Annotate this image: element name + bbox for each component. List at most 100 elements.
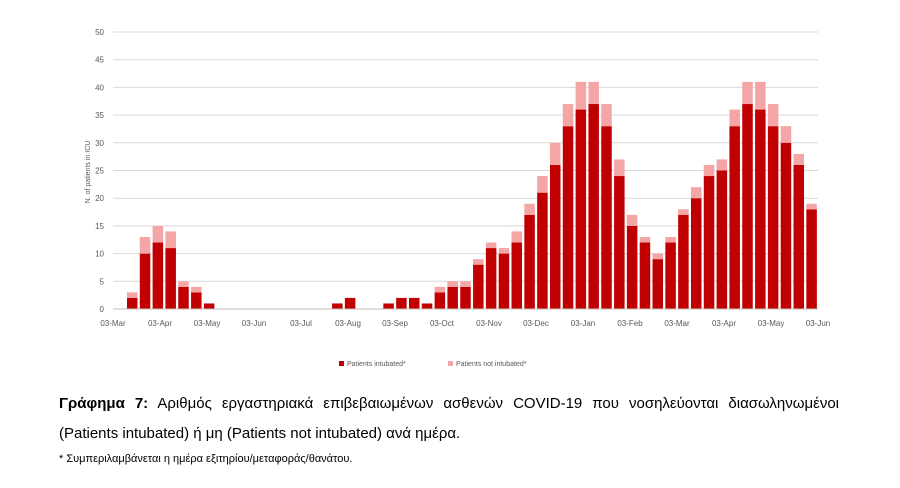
x-tick-label: 03-May: [194, 319, 221, 328]
x-tick-label: 03-Jun: [242, 319, 266, 328]
bar-intubated: [152, 242, 164, 309]
bar-not-intubated: [678, 209, 689, 215]
bar-intubated: [690, 198, 702, 309]
bar-intubated: [588, 104, 599, 310]
bar-not-intubated: [793, 153, 805, 165]
bar-intubated: [729, 126, 740, 310]
bar-intubated: [703, 176, 715, 309]
y-tick-label: 35: [95, 111, 104, 120]
x-tick-label: 03-Mar: [100, 319, 126, 328]
legend-swatch-intubated: [339, 361, 344, 366]
x-tick-label: 03-Oct: [430, 319, 455, 328]
chart-gridlines: [113, 31, 818, 282]
y-tick-label: 5: [100, 277, 105, 286]
bar-intubated: [678, 214, 689, 309]
bar-not-intubated: [473, 259, 484, 265]
bar-intubated: [447, 286, 458, 309]
x-tick-label: 03-Mar: [664, 319, 690, 328]
y-tick-label: 30: [95, 139, 104, 148]
bar-not-intubated: [139, 236, 151, 254]
bar-not-intubated: [165, 231, 176, 249]
bar-intubated: [780, 142, 792, 309]
bar-intubated: [203, 303, 215, 309]
y-tick-label: 10: [95, 250, 104, 259]
bar-intubated: [126, 297, 138, 309]
bar-not-intubated: [434, 286, 446, 293]
bar-not-intubated: [716, 159, 728, 171]
bar-intubated: [383, 303, 394, 309]
bar-intubated: [549, 164, 561, 309]
bar-not-intubated: [575, 81, 587, 110]
bar-intubated: [767, 126, 779, 310]
bar-not-intubated: [639, 236, 651, 243]
bar-intubated: [614, 176, 625, 309]
bar-not-intubated: [652, 253, 664, 260]
bar-not-intubated: [126, 292, 138, 298]
bar-not-intubated: [485, 242, 497, 249]
bar-intubated: [460, 286, 471, 309]
bar-not-intubated: [742, 81, 753, 105]
bar-intubated: [755, 109, 766, 309]
bar-intubated: [421, 303, 433, 309]
bar-not-intubated: [806, 203, 817, 210]
bar-intubated: [332, 303, 343, 309]
y-axis-tick-labels: 0 5 10 15 20 25 30 35 40 45 50: [95, 28, 104, 314]
caption-text: Αριθμός εργαστηριακά επιβεβαιωμένων ασθε…: [59, 395, 839, 442]
x-axis-tick-labels: 03-Mar 03-Apr 03-May 03-Jun 03-Jul 03-Aug 03-S…: [100, 319, 830, 328]
bar-not-intubated: [524, 203, 535, 215]
bar-intubated: [408, 297, 420, 309]
x-tick-label: 03-Nov: [476, 319, 502, 328]
chart-bars: [126, 81, 817, 310]
y-tick-label: 45: [95, 56, 104, 65]
x-tick-label: 03-Jun: [806, 319, 830, 328]
bar-intubated: [806, 209, 817, 309]
bar-intubated: [139, 253, 151, 309]
bar-not-intubated: [614, 159, 625, 177]
legend-label-not-intubated: Patients not intubated*: [456, 361, 527, 368]
bar-not-intubated: [498, 248, 510, 254]
bar-intubated: [665, 242, 676, 309]
bar-not-intubated: [562, 104, 574, 127]
x-tick-label: 03-May: [758, 319, 785, 328]
bar-not-intubated: [767, 104, 779, 127]
x-tick-label: 03-Apr: [712, 319, 736, 328]
bar-intubated: [344, 297, 356, 309]
x-tick-label: 03-Aug: [335, 319, 361, 328]
x-tick-label: 03-Apr: [148, 319, 172, 328]
chart-legend: Patients intubated* Patients not intubat…: [339, 361, 527, 368]
bar-not-intubated: [549, 142, 561, 165]
bar-intubated: [716, 170, 728, 309]
y-tick-label: 20: [95, 194, 104, 203]
bar-not-intubated: [601, 104, 612, 127]
bar-intubated: [498, 253, 510, 309]
legend-swatch-not-intubated: [448, 361, 453, 366]
bar-not-intubated: [588, 81, 599, 105]
bar-intubated: [652, 259, 664, 309]
bar-intubated: [639, 242, 651, 309]
bar-intubated: [793, 164, 805, 309]
bar-not-intubated: [780, 126, 792, 143]
caption-label: Γράφημα 7:: [59, 395, 149, 412]
bar-intubated: [601, 126, 612, 310]
bar-not-intubated: [447, 281, 458, 287]
figure-caption: Γράφημα 7: Αριθμός εργαστηριακά επιβεβαι…: [59, 389, 839, 449]
y-tick-label: 0: [100, 305, 105, 314]
x-tick-label: 03-Sep: [382, 319, 408, 328]
bar-intubated: [524, 214, 535, 309]
x-tick-label: 03-Jul: [290, 319, 312, 328]
legend-label-intubated: Patients intubated*: [347, 361, 406, 368]
bar-intubated: [626, 225, 638, 309]
bar-intubated: [575, 109, 587, 309]
bar-intubated: [742, 104, 753, 310]
x-tick-label: 03-Feb: [617, 319, 643, 328]
bar-not-intubated: [755, 81, 766, 110]
y-tick-label: 15: [95, 222, 104, 231]
y-tick-label: 40: [95, 83, 104, 92]
bar-intubated: [473, 264, 484, 309]
bar-not-intubated: [665, 236, 676, 243]
bar-not-intubated: [191, 286, 202, 293]
y-axis-label: N. of patients in ICU: [85, 141, 92, 204]
x-tick-label: 03-Dec: [523, 319, 549, 328]
y-tick-label: 25: [95, 167, 104, 176]
